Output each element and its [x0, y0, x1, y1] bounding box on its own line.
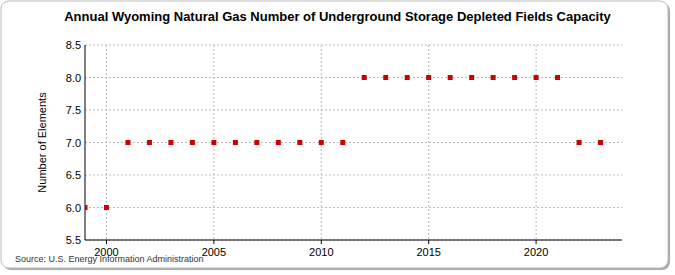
point	[233, 140, 238, 145]
point	[598, 140, 603, 145]
tick-label: 6.5	[66, 169, 81, 181]
tick-mark	[321, 240, 322, 244]
point	[276, 140, 281, 145]
point	[512, 75, 517, 80]
grid-line	[85, 142, 622, 143]
frame	[1, 1, 668, 268]
chart: Annual Wyoming Natural Gas Number of Und…	[0, 0, 675, 275]
point	[147, 140, 152, 145]
grid-line	[536, 45, 537, 240]
title: Annual Wyoming Natural Gas Number of Und…	[64, 9, 611, 24]
point	[190, 140, 195, 145]
source: Source: U.S. Energy Information Administ…	[15, 254, 204, 264]
grid-line	[85, 45, 622, 46]
point	[85, 205, 88, 210]
y-axis	[85, 45, 86, 240]
tick-mark	[106, 240, 107, 244]
grid-line	[428, 45, 429, 240]
grid-line	[85, 207, 622, 208]
point	[125, 140, 130, 145]
grid-line	[106, 45, 107, 240]
point	[297, 140, 302, 145]
tick-label: 2005	[202, 246, 226, 258]
grid-line	[85, 240, 622, 241]
plot-area	[85, 45, 622, 240]
point	[383, 75, 388, 80]
point	[211, 140, 216, 145]
x-axis	[85, 240, 622, 241]
point	[577, 140, 582, 145]
tick-label: 6.0	[66, 202, 81, 214]
point	[491, 75, 496, 80]
point	[362, 75, 367, 80]
tick-label: 8.5	[66, 39, 81, 51]
tick-mark	[428, 240, 429, 244]
point	[168, 140, 173, 145]
axis-label: Number of Elements	[36, 92, 48, 193]
grid-line	[85, 110, 622, 111]
marks	[85, 75, 603, 210]
tick-label: 8.0	[66, 72, 81, 84]
point	[340, 140, 345, 145]
point	[104, 205, 109, 210]
point	[426, 75, 431, 80]
tick-label: 5.5	[66, 234, 81, 246]
grid-line	[85, 77, 622, 78]
tick-label: 2015	[416, 246, 440, 258]
point	[319, 140, 324, 145]
tick-label: 2010	[309, 246, 333, 258]
point	[555, 75, 560, 80]
point	[448, 75, 453, 80]
grid-line	[85, 175, 622, 176]
tick-label: 7.5	[66, 104, 81, 116]
point	[469, 75, 474, 80]
tick-mark	[213, 240, 214, 244]
tick-label: 2020	[524, 246, 548, 258]
tick-label: 7.0	[66, 137, 81, 149]
point	[405, 75, 410, 80]
point	[534, 75, 539, 80]
point	[254, 140, 259, 145]
tick-mark	[536, 240, 537, 244]
